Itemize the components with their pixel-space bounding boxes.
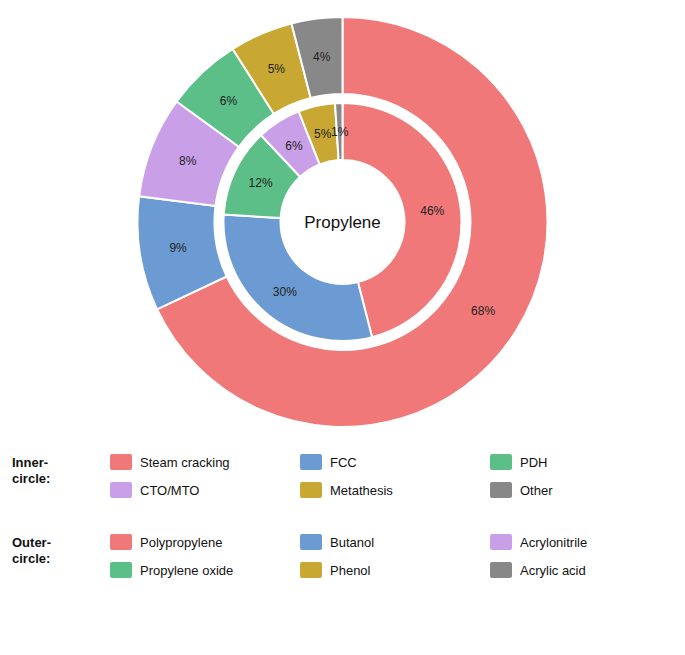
center-text: Propylene — [304, 213, 381, 232]
donut-slice — [138, 196, 227, 309]
legend-label: Butanol — [330, 535, 374, 550]
legend-label: Phenol — [330, 563, 371, 578]
legend-swatch — [300, 454, 322, 470]
data-label: 5% — [268, 62, 286, 76]
legend-swatch — [300, 534, 322, 550]
donut-slice — [157, 17, 547, 427]
legend-label: Other — [520, 483, 553, 498]
legend-swatch — [110, 562, 132, 578]
legend-group-label: Outer-circle: — [12, 535, 51, 566]
legend-label: Propylene oxide — [140, 563, 233, 578]
legend-label: Metathesis — [330, 483, 393, 498]
data-label: 8% — [179, 154, 197, 168]
rings — [138, 17, 548, 427]
legend-label: Steam cracking — [140, 455, 230, 470]
legend-label: CTO/MTO — [140, 483, 199, 498]
data-label: 6% — [285, 139, 303, 153]
legend: Inner-circle: Steam cracking FCC PDH CTO/MTO… — [12, 454, 587, 578]
legend-swatch — [110, 454, 132, 470]
data-label: 4% — [313, 50, 331, 64]
legend-swatch — [300, 482, 322, 498]
data-label: 1% — [331, 125, 349, 139]
legend-swatch — [490, 454, 512, 470]
data-label: 12% — [249, 176, 273, 190]
data-label: 5% — [314, 127, 332, 141]
legend-label: Acrylic acid — [520, 563, 586, 578]
data-label: 30% — [273, 285, 297, 299]
legend-swatch — [300, 562, 322, 578]
data-label: 46% — [420, 204, 444, 218]
legend-label: Acrylonitrile — [520, 535, 587, 550]
data-labels: 46%30%12%6%5%1%68%9%8%6%5%4% — [169, 50, 495, 318]
legend-swatch — [490, 562, 512, 578]
legend-label: FCC — [330, 455, 357, 470]
data-label: 6% — [220, 94, 238, 108]
legend-swatch — [490, 534, 512, 550]
legend-group-label: Inner-circle: — [12, 455, 50, 486]
donut-slice — [292, 17, 343, 98]
legend-label: Polypropylene — [140, 535, 222, 550]
legend-swatch — [110, 534, 132, 550]
chart: 46%30%12%6%5%1%68%9%8%6%5%4%PropyleneInn… — [0, 0, 685, 655]
data-label: 68% — [471, 304, 495, 318]
legend-label: PDH — [520, 455, 547, 470]
legend-swatch — [110, 482, 132, 498]
data-label: 9% — [169, 241, 187, 255]
legend-swatch — [490, 482, 512, 498]
